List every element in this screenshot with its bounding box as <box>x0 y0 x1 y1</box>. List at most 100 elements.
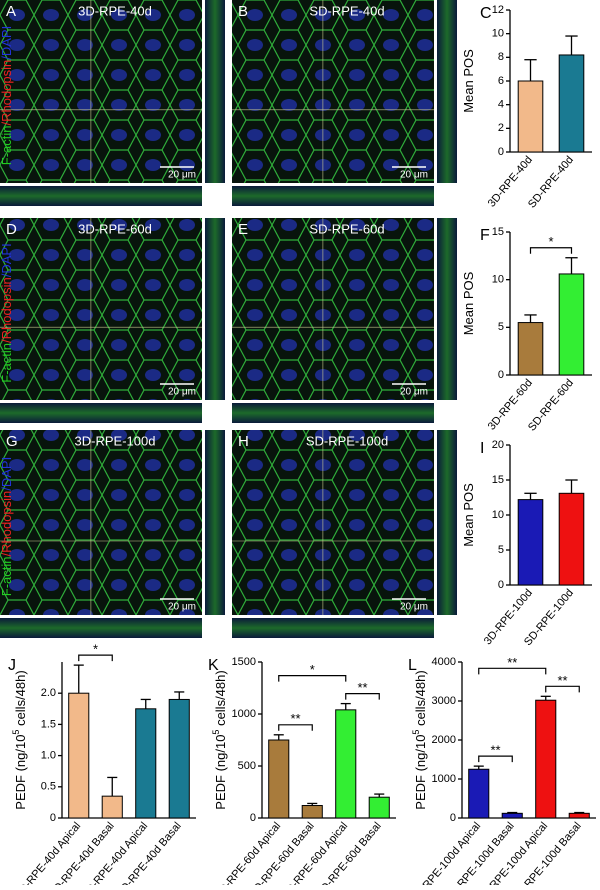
y-label-part: Mean POS <box>461 483 476 547</box>
y-tick-label: 0 <box>250 812 256 824</box>
bar <box>501 812 523 819</box>
y-tick-label: 3000 <box>432 695 456 707</box>
significance-label: * <box>93 642 98 657</box>
side-projection <box>437 218 457 400</box>
panel-label: 3D-RPE-100d <box>75 433 156 448</box>
bar <box>168 698 190 819</box>
panel-letter: E <box>238 221 248 238</box>
bar <box>558 273 585 376</box>
scale-label: 20 μm <box>168 170 196 181</box>
stain-part: /Rhodopsin <box>0 277 14 343</box>
bar <box>568 812 590 819</box>
y-axis-label: PEDF (ng/105 cells/48h) <box>11 670 28 809</box>
y-tick-label: 20 <box>492 439 504 451</box>
error-bar <box>507 811 518 814</box>
stain-label: F-actin/Rhodopsin/DAPI <box>0 26 14 165</box>
side-projection <box>205 218 225 400</box>
error-bar <box>273 734 284 740</box>
chart-letter: K <box>208 657 219 674</box>
bottom-projection <box>0 403 202 423</box>
y-tick-label: 5 <box>498 544 504 556</box>
panel-label: SD-RPE-60d <box>309 221 384 236</box>
bar <box>517 499 544 586</box>
stain-part: F-actin <box>0 557 14 597</box>
error-bar <box>73 664 84 694</box>
y-label-part: cells/48h) <box>213 670 228 729</box>
stain-part: /DAPI <box>0 243 14 277</box>
stain-part: F-actin <box>0 343 14 383</box>
bar <box>268 739 290 819</box>
y-tick-label: 10 <box>492 28 504 40</box>
chart-letter: C <box>480 5 492 22</box>
significance-label: ** <box>490 743 500 758</box>
micrograph <box>232 0 434 183</box>
y-tick-label: 1.5 <box>41 718 56 730</box>
error-bar <box>565 257 578 274</box>
significance-bracket <box>478 755 513 763</box>
chart-letter: J <box>8 657 16 674</box>
y-axis-label: Mean POS <box>461 483 476 547</box>
y-tick-label: 1000 <box>232 708 256 720</box>
error-bar <box>565 479 578 494</box>
y-tick-label: 2 <box>498 122 504 134</box>
error-bar <box>107 776 118 797</box>
bar <box>535 699 557 819</box>
bottom-projection <box>0 618 202 638</box>
bar <box>335 709 357 819</box>
y-axis-label: PEDF (ng/105 cells/48h) <box>211 670 228 809</box>
y-tick-label: 2000 <box>432 734 456 746</box>
panel-label: SD-RPE-100d <box>306 433 388 448</box>
y-tick-label: 5 <box>498 321 504 333</box>
side-projection <box>437 430 457 615</box>
stain-part: /DAPI <box>0 457 14 491</box>
error-bar <box>524 314 537 323</box>
scale-label: 20 μm <box>400 602 428 613</box>
y-label-part: PEDF (ng/10 <box>413 735 428 810</box>
error-bar <box>307 802 318 806</box>
y-tick-label: 1500 <box>232 656 256 668</box>
y-tick-label: 0 <box>498 146 504 158</box>
significance-bracket <box>345 693 380 700</box>
significance-bracket <box>545 685 580 693</box>
bar <box>68 692 90 819</box>
error-bar <box>140 698 151 709</box>
y-axis-label: Mean POS <box>461 49 476 113</box>
y-tick-label: 2.0 <box>41 687 56 699</box>
side-projection <box>205 0 225 183</box>
y-label-part: Mean POS <box>461 49 476 113</box>
micrograph <box>232 218 434 400</box>
bar <box>558 492 585 586</box>
y-tick-label: 4000 <box>432 656 456 668</box>
y-tick-label: 0 <box>50 812 56 824</box>
bar <box>558 54 585 153</box>
significance-label: ** <box>290 711 300 726</box>
error-bar <box>574 811 585 814</box>
y-tick-label: 6 <box>498 75 504 87</box>
error-bar <box>174 691 185 700</box>
y-tick-label: 1.0 <box>41 750 56 762</box>
bar <box>517 322 544 376</box>
y-label-part: cells/48h) <box>413 670 428 729</box>
y-label-part: PEDF (ng/10 <box>213 735 228 810</box>
scale-label: 20 μm <box>168 602 196 613</box>
y-tick-label: 15 <box>492 226 504 238</box>
y-tick-label: 0 <box>450 812 456 824</box>
bar <box>468 768 490 819</box>
panel-letter: H <box>238 433 249 450</box>
micrograph <box>0 430 202 615</box>
y-label-part: PEDF (ng/10 <box>13 735 28 810</box>
significance-label: ** <box>507 655 517 670</box>
bar <box>101 795 123 819</box>
stain-part: /Rhodopsin <box>0 491 14 557</box>
micrograph <box>0 218 202 400</box>
chart-letter: I <box>480 440 484 457</box>
significance-bracket <box>529 247 573 254</box>
y-tick-label: 500 <box>238 760 256 772</box>
chart-letter: F <box>480 227 490 244</box>
y-tick-label: 1000 <box>432 773 456 785</box>
y-tick-label: 15 <box>492 474 504 486</box>
significance-label: * <box>310 662 315 677</box>
significance-bracket <box>78 654 113 662</box>
micrograph <box>232 430 434 615</box>
bar <box>301 805 323 819</box>
